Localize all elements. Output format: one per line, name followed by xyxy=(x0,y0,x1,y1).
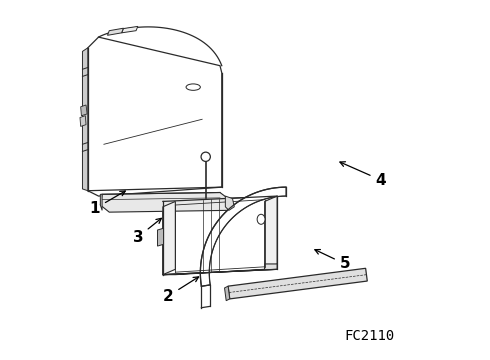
Polygon shape xyxy=(100,194,102,210)
Polygon shape xyxy=(88,37,222,196)
Polygon shape xyxy=(82,48,88,191)
Text: FC2110: FC2110 xyxy=(345,329,395,342)
Text: 5: 5 xyxy=(315,249,350,271)
Polygon shape xyxy=(122,26,138,33)
Polygon shape xyxy=(163,202,175,275)
Polygon shape xyxy=(100,193,231,212)
Polygon shape xyxy=(81,105,87,116)
Circle shape xyxy=(201,152,210,161)
Text: 1: 1 xyxy=(90,191,125,216)
Text: 2: 2 xyxy=(163,277,198,303)
Text: 4: 4 xyxy=(340,162,386,188)
Text: 3: 3 xyxy=(132,218,161,245)
Polygon shape xyxy=(163,196,277,275)
Polygon shape xyxy=(228,268,368,299)
Ellipse shape xyxy=(186,84,200,90)
Polygon shape xyxy=(200,187,286,286)
Polygon shape xyxy=(80,116,86,126)
Polygon shape xyxy=(107,28,123,35)
Polygon shape xyxy=(225,196,234,210)
Polygon shape xyxy=(157,228,164,246)
Polygon shape xyxy=(224,286,230,301)
Polygon shape xyxy=(163,264,277,275)
Polygon shape xyxy=(265,196,277,269)
Ellipse shape xyxy=(257,214,265,224)
